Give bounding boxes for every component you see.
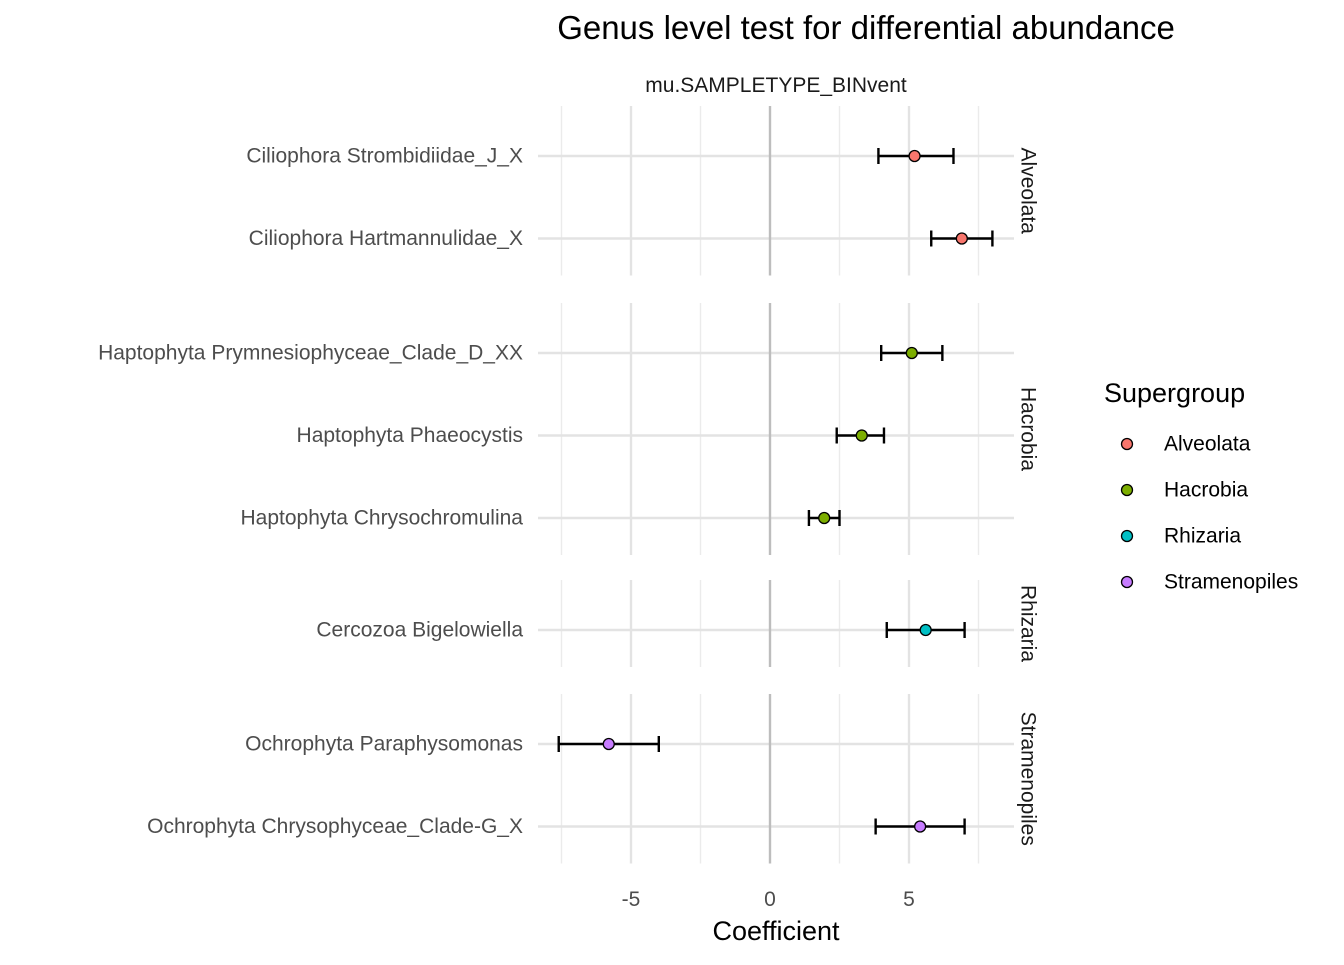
plot-panels: Alveolata Ciliophora Strombidiidae_J_X Cil… [98,106,1040,864]
legend-key-stramenopiles [1120,575,1134,589]
facet-strip-label: mu.SAMPLETYPE_BINvent [645,74,907,97]
y-tick-label: Cercozoa Bigelowiella [316,619,523,642]
data-point-haptophyta-chrysochromulina [818,511,831,525]
facet-strip-stramenopiles: Stramenopiles [1017,712,1040,846]
panel-hacrobia: Hacrobia Haptophyta Prymnesiophyceae_Clad… [98,303,1040,555]
facet-strip-rhizaria: Rhizaria [1017,585,1040,662]
data-point-ciliophora-strombidiidae-j-x [908,149,921,163]
legend-key-hacrobia [1120,483,1134,497]
y-tick-label: Haptophyta Chrysochromulina [241,507,524,530]
y-tick-label: Haptophyta Phaeocystis [297,424,523,447]
y-tick-label: Ochrophyta Chrysophyceae_Clade-G_X [147,815,523,838]
legend-label-stramenopiles: Stramenopiles [1164,571,1298,594]
data-point-ciliophora-hartmannulidae-x [955,232,968,245]
y-tick-label: Haptophyta Prymnesiophyceae_Clade_D_XX [98,342,523,365]
facet-strip-hacrobia: Hacrobia [1017,387,1040,471]
x-tick-label: -5 [622,888,641,911]
data-point-ochrophyta-paraphysomonas [602,737,615,751]
data-point-cercozoa-bigelowiella [919,623,932,637]
y-tick-label: Ciliophora Hartmannulidae_X [249,227,523,250]
data-point-ochrophyta-chrysophyceae-clade-g-x [913,820,927,833]
y-tick-label: Ciliophora Strombidiidae_J_X [246,145,523,168]
data-point-haptophyta-phaeocystis [855,429,868,442]
x-axis-title: Coefficient [712,916,840,946]
y-tick-label: Ochrophyta Paraphysomonas [245,733,523,756]
facet-strip-alveolata: Alveolata [1017,148,1040,235]
x-axis: -5 0 5 [622,888,915,911]
panel-stramenopiles: Stramenopiles Ochrophyta Paraphysomonas Oc… [147,694,1040,864]
chart-title: Genus level test for differential abunda… [557,9,1175,46]
legend-label-alveolata: Alveolata [1164,433,1251,456]
data-point-haptophyta-prymnesiophyceae-clade-d-xx [905,346,918,360]
legend: Alveolata Hacrobia Rhizaria Stramenopiles [1120,433,1298,594]
legend-key-rhizaria [1120,529,1134,543]
legend-label-rhizaria: Rhizaria [1164,525,1241,548]
panel-rhizaria: Rhizaria Cercozoa Bigelowiella [316,580,1040,667]
panel-alveolata: Alveolata Ciliophora Strombidiidae_J_X Cil… [246,106,1040,276]
x-tick-label: 5 [903,888,915,911]
legend-label-hacrobia: Hacrobia [1164,479,1248,502]
x-tick-label: 0 [764,888,776,911]
legend-title: Supergroup [1104,378,1245,408]
legend-key-alveolata [1120,437,1134,451]
